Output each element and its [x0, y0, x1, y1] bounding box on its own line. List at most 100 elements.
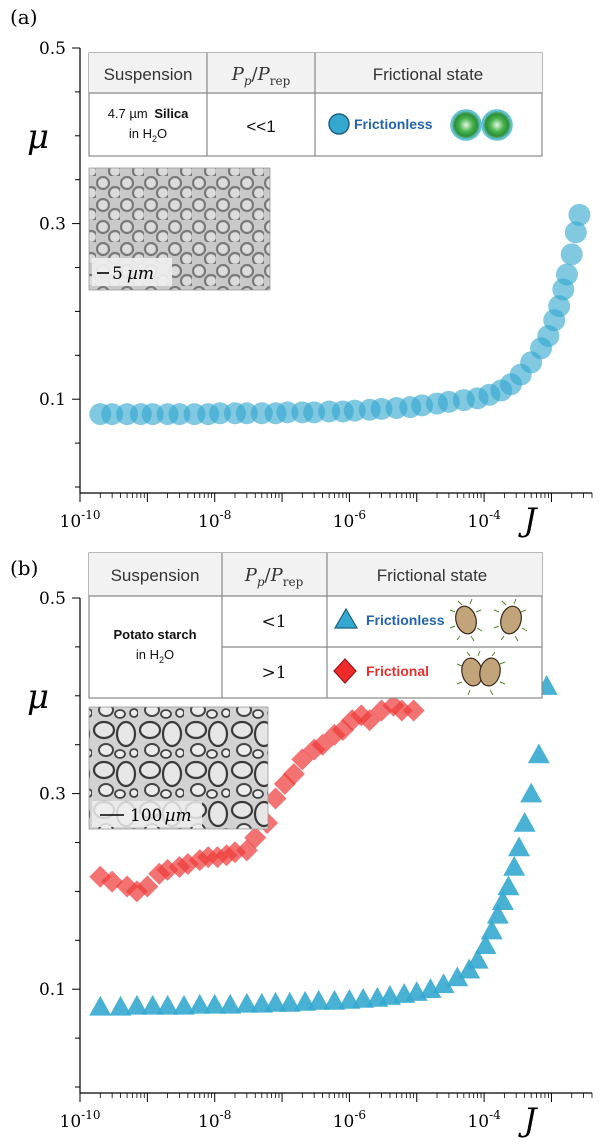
p0-circle-point: [555, 263, 578, 286]
p0-x-tick-label: 10-6: [333, 508, 366, 532]
panel-a: (a) 0.1 0.3 0.5 μ 10-10 10-8 10-6 10-4 J Suspens…: [10, 5, 593, 539]
p1-diamond-point: [136, 875, 159, 898]
p1-triangle-point: [432, 973, 455, 994]
panel-a-row-ratio: <<1: [246, 117, 275, 136]
panel-b-scale-label: 100 µm: [130, 806, 192, 826]
p0-circle-point: [564, 221, 587, 244]
p1-triangle-point: [89, 995, 112, 1016]
panel-b-scale-value: 100: [130, 806, 162, 826]
p1-x-tick-label: 10-8: [198, 1108, 231, 1132]
p1-y-axis-label: μ: [27, 677, 49, 717]
panel-b-row2-state: Frictional: [366, 663, 429, 679]
panel-b-table: Suspension Pp/Prep Frictional state Pota…: [88, 552, 543, 699]
panel-b-row-medium-suffix: O: [164, 647, 174, 662]
p1-y-tick-label: 0.1: [39, 980, 66, 1000]
panel-a-row-state: Frictionless: [354, 116, 433, 132]
p1-triangle-point: [466, 948, 489, 969]
panel-b-row-medium-sub: 2: [159, 655, 164, 665]
panel-b: (b) 0.1 0.3 0.5 μ 10-10 10-8 10-6 10-4 J Suspens…: [10, 552, 593, 1139]
panel-b-scale-unit: µm: [164, 806, 191, 826]
p0-x-tick-label: 10-8: [198, 508, 231, 532]
panel-a-row-material: Silica: [154, 106, 189, 121]
p1-triangle-point: [156, 994, 179, 1015]
p1-y-tick-label: 0.5: [39, 589, 66, 609]
panel-a-scale-label: 5 µm: [112, 264, 154, 284]
panel-b-header-state: Frictional state: [377, 566, 488, 585]
panel-a-row-medium-suffix: O: [157, 126, 167, 141]
panel-b-scale-label-bg: [92, 801, 202, 827]
p1-triangle-point: [508, 836, 531, 857]
panel-a-table: Suspension Pp/Prep Frictional state 4.7 …: [88, 52, 543, 157]
panel-b-axes: 0.1 0.3 0.5 μ 10-10 10-8 10-6 10-4 J: [27, 589, 593, 1139]
panel-b-row1-state: Frictionless: [366, 612, 445, 628]
panel-b-row-medium-prefix: in H: [136, 647, 159, 662]
p1-diamond-point: [264, 787, 287, 810]
p1-triangle-point: [235, 992, 258, 1013]
p1-triangle-point: [219, 993, 242, 1014]
panel-b-row-material: Potato starch: [113, 627, 196, 642]
panel-a-markers: [89, 203, 591, 426]
panel-b-row-medium: in H2O: [136, 647, 174, 665]
panel-a-row-medium-sub: 2: [152, 134, 157, 144]
panel-b-markers: [89, 675, 558, 1016]
p0-x-tick-label: 10-4: [467, 508, 501, 532]
p0-x-tick-label: 10-10: [60, 508, 101, 532]
panel-b-row2-ratio: >1: [261, 663, 286, 683]
p0-y-axis-label: μ: [27, 117, 49, 157]
panel-b-plot: 0.1 0.3 0.5 μ 10-10 10-8 10-6 10-4 J: [27, 589, 593, 1139]
p1-diamond-point: [244, 826, 267, 849]
panel-a-scale-value: 5: [112, 264, 123, 284]
p1-x-tick-label: 10-4: [467, 1108, 501, 1132]
svg-text:4.7 µm Silica: 4.7 µm Silica: [108, 106, 189, 121]
p1-triangle-point: [474, 934, 497, 954]
panel-b-row1-ratio: <1: [261, 612, 286, 632]
panel-a-header-suspension: Suspension: [104, 65, 193, 84]
p0-circle-point: [548, 295, 571, 318]
panel-b-inset: 100 µm: [88, 706, 269, 830]
panel-a-header-state: Frictional state: [373, 65, 484, 84]
p1-triangle-point: [109, 995, 132, 1016]
p1-triangle-point: [520, 782, 543, 803]
panel-a-scale-unit: µm: [127, 264, 154, 284]
p0-y-tick-label: 0.3: [39, 215, 66, 235]
starch-separated-particles-icon: [449, 598, 528, 642]
p1-triangle-point: [486, 903, 509, 924]
panel-a-plot: 0.1 0.3 0.5 μ 10-10 10-8 10-6 10-4 J: [27, 39, 593, 539]
p1-triangle-point: [323, 989, 346, 1010]
panel-a-row-size: 4.7 µm: [108, 106, 148, 121]
p1-triangle-point: [264, 991, 287, 1012]
p1-x-tick-label: 10-10: [60, 1108, 101, 1132]
p0-y-tick-label: 0.5: [39, 39, 66, 59]
panel-a-scale-label-bg: [92, 258, 172, 286]
p1-triangle-point: [278, 991, 301, 1012]
p0-circle-point: [568, 203, 591, 226]
frictionless-circle-icon: [328, 113, 350, 135]
p0-x-axis-label: J: [518, 501, 539, 539]
p1-triangle-point: [172, 994, 195, 1015]
p1-triangle-point: [203, 993, 226, 1014]
panel-b-header-suspension: Suspension: [111, 566, 200, 585]
p1-y-tick-label: 0.3: [39, 785, 66, 805]
p0-y-tick-label: 0.1: [39, 390, 66, 410]
p1-triangle-point: [141, 994, 164, 1015]
p1-triangle-point: [503, 855, 526, 876]
p1-diamond-point: [402, 699, 425, 722]
p1-triangle-point: [527, 743, 550, 764]
p1-triangle-point: [188, 993, 211, 1014]
p1-diamond-point: [282, 763, 305, 786]
p1-x-tick-label: 10-6: [333, 1108, 366, 1132]
p1-triangle-point: [513, 811, 536, 832]
p1-triangle-point: [491, 890, 514, 910]
panel-a-row-medium-prefix: in H: [129, 126, 152, 141]
p1-triangle-point: [307, 989, 330, 1010]
p1-diamond-point: [390, 699, 413, 722]
panel-a-inset: 5 µm: [88, 167, 271, 291]
starch-contacting-particles-icon: [456, 650, 506, 696]
svg-text:in H2O: in H2O: [129, 126, 167, 144]
panel-a-axes: 0.1 0.3 0.5 μ 10-10 10-8 10-6 10-4 J: [27, 39, 593, 539]
p1-triangle-point: [497, 875, 520, 896]
panel-b-label: (b): [10, 556, 38, 580]
frictional-diamond-icon: [333, 658, 357, 684]
p1-x-axis-label: J: [518, 1101, 539, 1139]
